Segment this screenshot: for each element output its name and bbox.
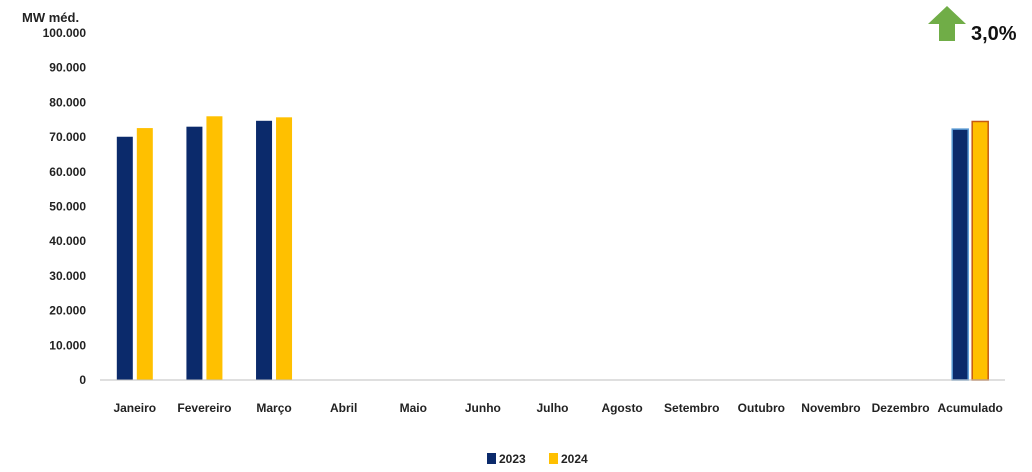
x-tick-label: Dezembro [872, 401, 930, 415]
legend-swatch-2023 [487, 453, 496, 464]
y-axis-ticks: 0 10.000 20.000 30.000 40.000 50.000 60.000 70.… [43, 26, 87, 387]
x-tick-label: Janeiro [113, 401, 156, 415]
bars [116, 116, 989, 381]
x-axis-labels: Janeiro Fevereiro Março Abril Maio Junho Julho… [113, 401, 1002, 415]
y-tick-label: 60.000 [49, 165, 86, 179]
growth-value: 3,0% [971, 23, 1017, 45]
y-tick-label: 10.000 [49, 338, 86, 352]
bar-2023-fevereiro [186, 126, 203, 380]
y-axis-title: MW méd. [22, 10, 79, 25]
x-tick-label: Setembro [664, 401, 719, 415]
y-tick-label: 40.000 [49, 234, 86, 248]
growth-indicator: 3,0% [928, 6, 1017, 45]
bar-2024-fevereiro [206, 116, 223, 380]
bar-2023-janeiro [116, 136, 133, 380]
x-tick-label: Junho [465, 401, 501, 415]
x-tick-label: Março [256, 401, 291, 415]
legend-swatch-2024 [549, 453, 558, 464]
x-tick-label: Abril [330, 401, 357, 415]
bar-2023-março [256, 120, 273, 380]
bar-2024-janeiro [136, 128, 153, 380]
up-arrow-icon [928, 6, 966, 41]
y-tick-label: 70.000 [49, 130, 86, 144]
x-tick-label: Novembro [801, 401, 860, 415]
y-tick-label: 80.000 [49, 95, 86, 109]
legend: 2023 2024 [487, 452, 588, 466]
bar-2024-acumulado [971, 120, 989, 381]
x-tick-label: Julho [537, 401, 569, 415]
bar-2023-acumulado [951, 128, 969, 381]
bar-2024-março [276, 117, 293, 381]
legend-label-2023: 2023 [499, 452, 526, 466]
y-tick-label: 90.000 [49, 61, 86, 75]
y-tick-label: 50.000 [49, 200, 86, 214]
x-tick-label: Agosto [601, 401, 642, 415]
y-tick-label: 100.000 [43, 26, 87, 40]
y-tick-label: 20.000 [49, 304, 86, 318]
x-tick-label: Acumulado [938, 401, 1003, 415]
x-tick-label: Fevereiro [177, 401, 231, 415]
y-tick-label: 30.000 [49, 269, 86, 283]
x-tick-label: Maio [400, 401, 427, 415]
y-tick-label: 0 [79, 373, 86, 387]
x-tick-label: Outubro [738, 401, 785, 415]
legend-label-2024: 2024 [561, 452, 588, 466]
